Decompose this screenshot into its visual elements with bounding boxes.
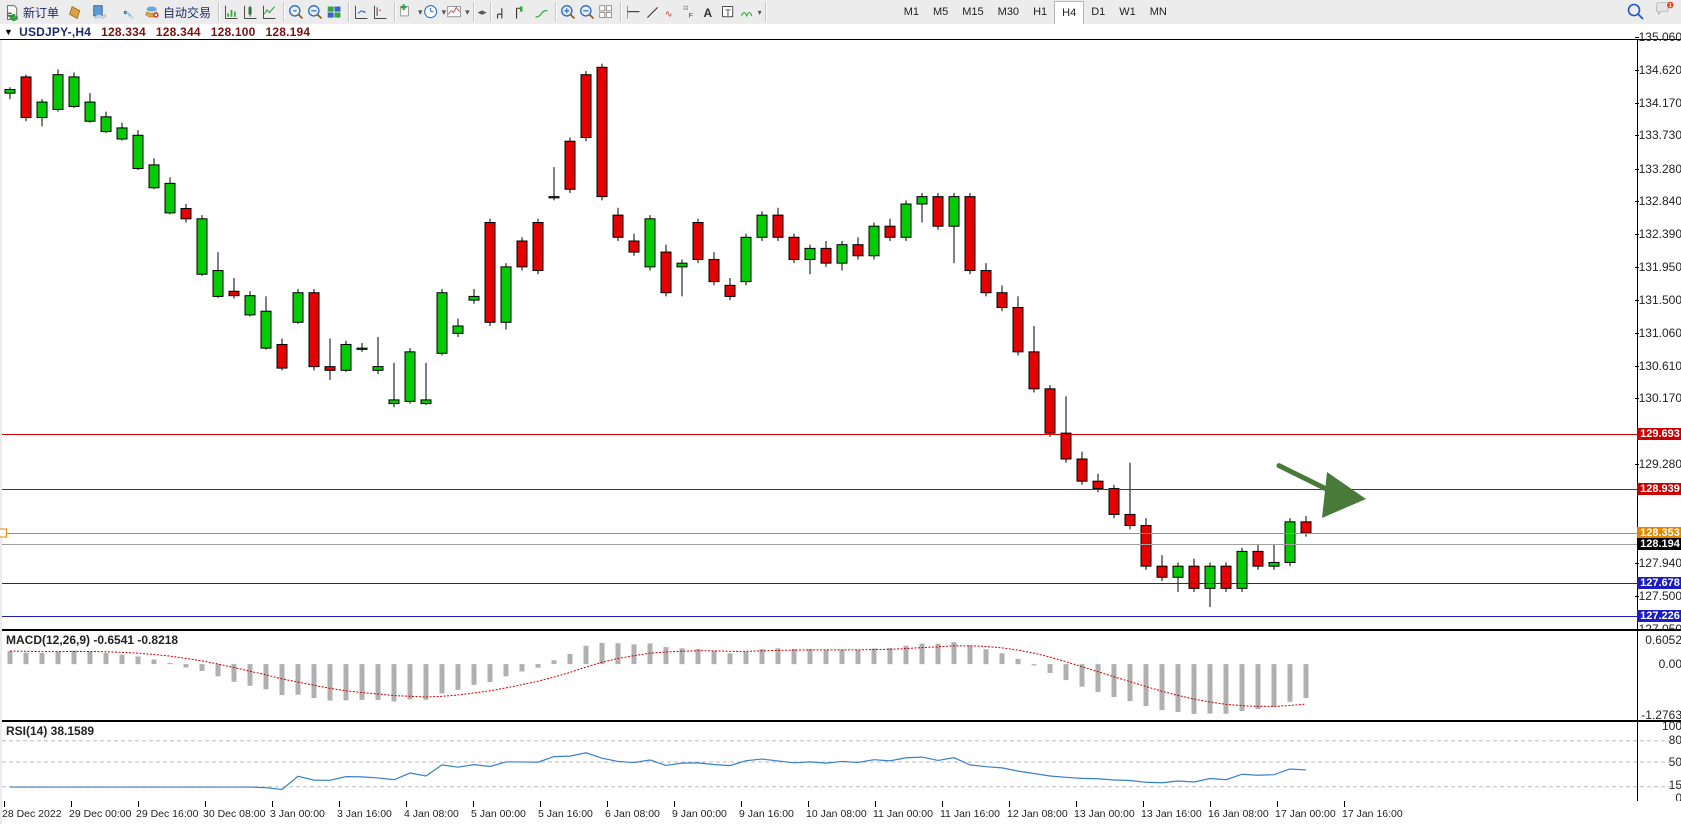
svg-text:1: 1: [1669, 3, 1672, 9]
svg-text:A: A: [703, 5, 712, 19]
svg-text:F: F: [688, 12, 692, 19]
svg-text:∿: ∿: [664, 8, 672, 18]
svg-text:T: T: [725, 7, 731, 17]
